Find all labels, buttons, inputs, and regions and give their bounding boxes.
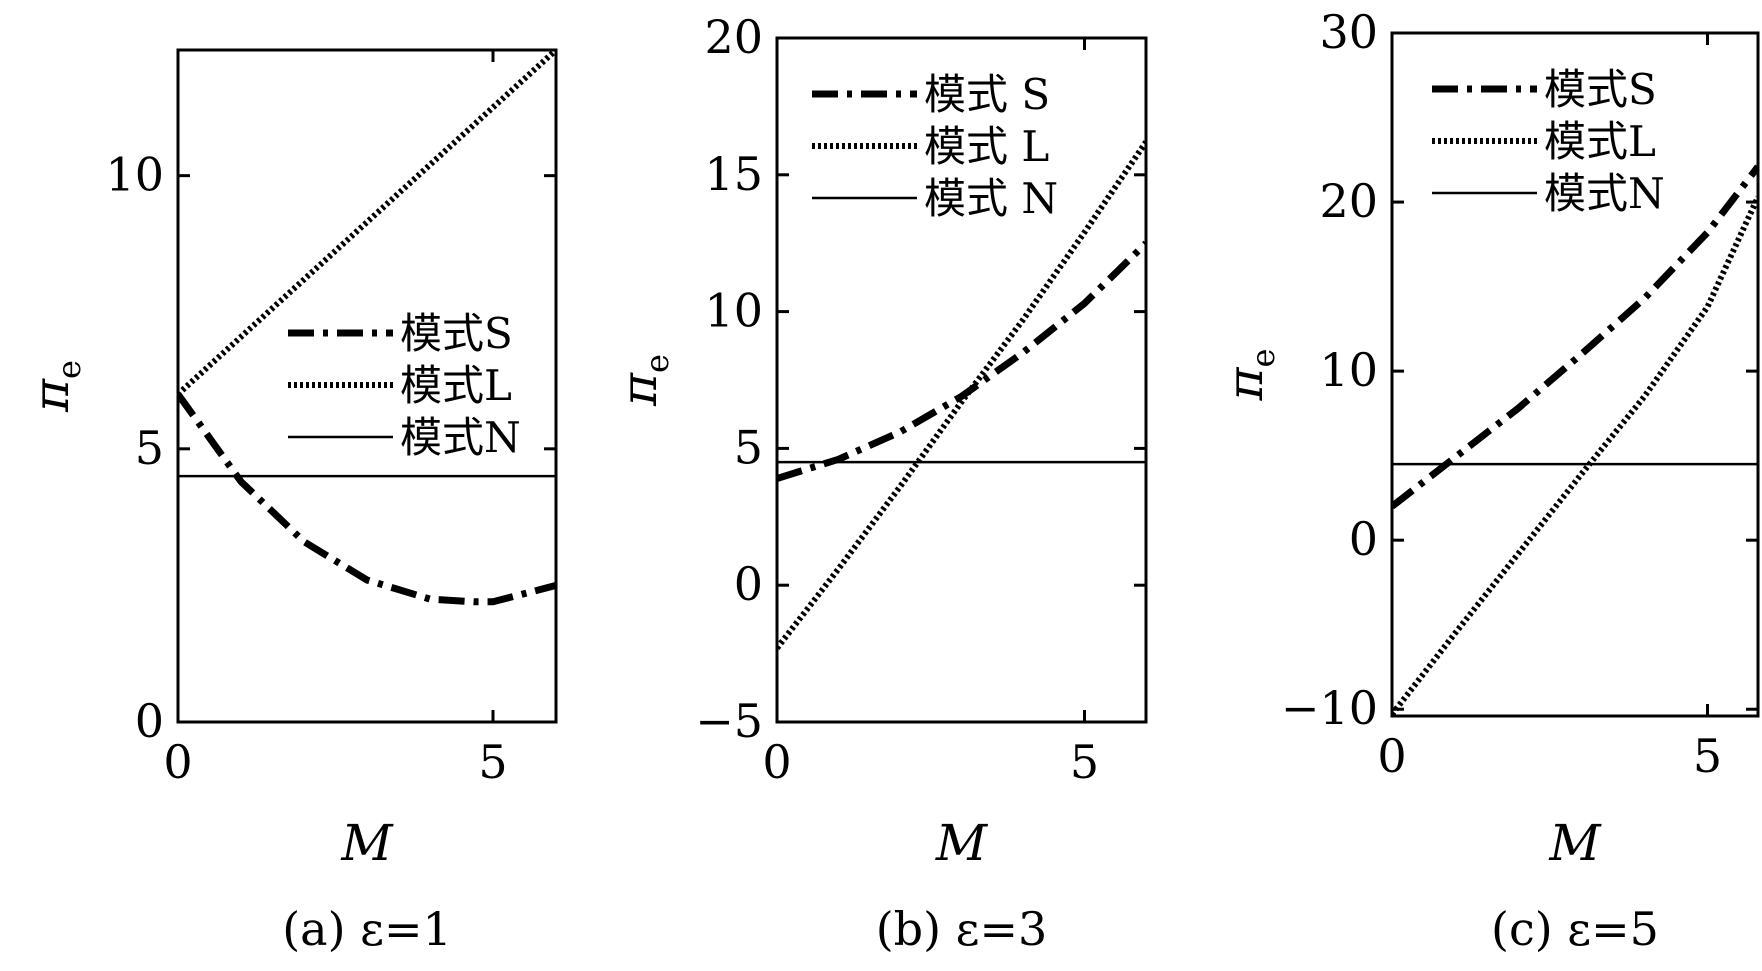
- y-tick-label: 5: [135, 421, 164, 475]
- x-tick-label: 5: [1070, 735, 1099, 789]
- series-line-2: [777, 140, 1146, 650]
- x-tick-label: 0: [163, 735, 192, 789]
- series-line-1: [178, 392, 556, 606]
- series-line-2: [1392, 195, 1758, 716]
- y-tick-label: 10: [1319, 343, 1378, 397]
- y-tick-label: 0: [734, 557, 763, 611]
- panel-caption: (b) ε=3: [876, 902, 1048, 956]
- plot-frame: [775, 36, 1148, 724]
- x-tick-label: 0: [1377, 729, 1406, 783]
- legend: 模式 S模式 L模式 N: [812, 70, 1058, 223]
- x-tick-label: 5: [1693, 729, 1722, 783]
- legend-entry-1: 模式 S: [924, 70, 1050, 119]
- y-tick-label: 0: [1349, 512, 1378, 566]
- y-tick-label: 20: [704, 10, 763, 64]
- x-axis-label: M: [1548, 814, 1602, 872]
- y-axis-label: πe: [610, 354, 676, 407]
- y-tick-label: 20: [1319, 174, 1378, 228]
- y-axis-label: πe: [22, 360, 88, 413]
- legend-entry-3: 模式N: [1544, 169, 1665, 218]
- y-tick-label: 10: [105, 148, 164, 202]
- y-tick-label: 10: [704, 284, 763, 338]
- x-axis-label: M: [935, 814, 989, 872]
- y-axis-label: πe: [1216, 349, 1282, 402]
- panel-caption: (c) ε=5: [1491, 902, 1659, 956]
- y-tick-label: 5: [734, 420, 763, 474]
- legend-entry-2: 模式L: [400, 361, 512, 410]
- x-tick-label: 0: [762, 735, 791, 789]
- y-tick-label: 15: [704, 147, 763, 201]
- panel-caption: (a) ε=1: [282, 902, 452, 956]
- legend-entry-1: 模式S: [400, 309, 513, 358]
- y-tick-label: 30: [1319, 5, 1378, 59]
- y-tick-label: 0: [135, 694, 164, 748]
- legend-entry-3: 模式N: [400, 413, 521, 462]
- plot-frame: [176, 48, 558, 724]
- plot-frame: [1390, 31, 1760, 718]
- y-tick-label: −10: [1281, 681, 1378, 735]
- x-tick-label: 5: [478, 735, 507, 789]
- y-tick-label: −5: [695, 694, 763, 748]
- legend-entry-2: 模式L: [1544, 117, 1656, 166]
- legend-entry-1: 模式S: [1544, 65, 1657, 114]
- legend-entry-3: 模式 N: [924, 174, 1058, 223]
- legend-entry-2: 模式 L: [924, 122, 1049, 171]
- x-axis-label: M: [340, 814, 394, 872]
- series-line-1: [777, 240, 1146, 482]
- series-line-2: [178, 50, 556, 397]
